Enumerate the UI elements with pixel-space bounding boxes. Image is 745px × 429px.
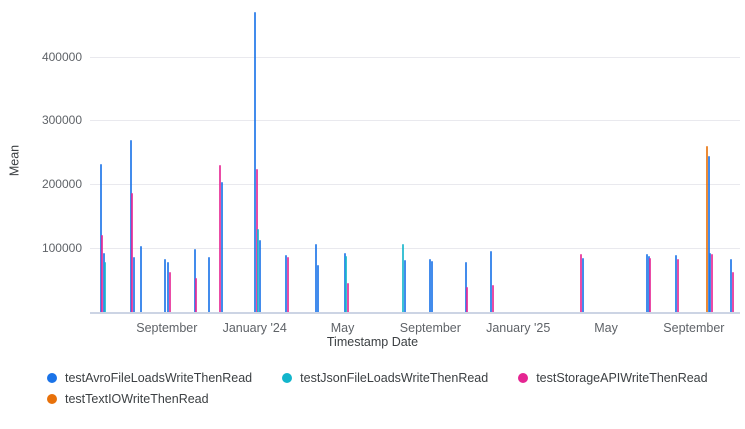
spike-line-avro bbox=[707, 155, 710, 312]
spike-line-avro bbox=[490, 251, 493, 312]
spike-line-storage bbox=[491, 285, 494, 312]
spike-line-avro bbox=[139, 245, 142, 312]
gridline bbox=[90, 248, 740, 250]
spike-line-json bbox=[104, 261, 107, 312]
legend-dot-storage-icon bbox=[518, 373, 529, 383]
spike-line-avro bbox=[207, 257, 210, 312]
spike-line-avro bbox=[285, 255, 288, 312]
spike-line-avro bbox=[581, 258, 584, 312]
spike-line-json bbox=[257, 228, 260, 312]
plot-area[interactable] bbox=[90, 10, 740, 314]
spike-line-json bbox=[402, 243, 405, 312]
legend-dot-avro-icon bbox=[47, 373, 57, 383]
legend-label-avro: testAvroFileLoadsWriteThenRead bbox=[65, 371, 253, 385]
spike-line-avro bbox=[429, 259, 432, 312]
spike-line-avro bbox=[132, 257, 135, 312]
legend-item-json[interactable]: testJsonFileLoadsWriteThenRead bbox=[282, 371, 488, 385]
legend-item-storage[interactable]: testStorageAPIWriteThenRead bbox=[518, 371, 708, 385]
spike-line-avro bbox=[254, 11, 257, 312]
legend-item-avro[interactable]: testAvroFileLoadsWriteThenRead bbox=[47, 371, 252, 385]
spike-line-avro bbox=[220, 182, 223, 312]
x-axis-tick-label: May bbox=[330, 321, 355, 335]
spike-line-storage bbox=[131, 192, 134, 312]
spike-line-storage bbox=[101, 234, 104, 312]
spike-line-avro bbox=[464, 261, 467, 312]
x-axis-tick-label: January '24 bbox=[222, 321, 287, 335]
legend-item-textio[interactable]: testTextIOWriteThenRead bbox=[47, 392, 209, 406]
spike-line-avro bbox=[99, 163, 102, 312]
spike-line-avro bbox=[730, 259, 733, 312]
x-axis-tick-label: September bbox=[136, 321, 198, 335]
spike-line-avro bbox=[163, 259, 166, 312]
spike-line-avro bbox=[167, 261, 170, 312]
gridline bbox=[90, 184, 740, 186]
spike-line-avro bbox=[675, 255, 678, 312]
legend: testAvroFileLoadsWriteThenRead testJsonF… bbox=[47, 371, 737, 406]
spike-line-avro bbox=[343, 253, 346, 312]
x-axis-tick-label: September bbox=[663, 321, 725, 335]
spike-line-avro bbox=[258, 239, 261, 312]
spike-line-storage bbox=[286, 257, 289, 312]
gridline bbox=[90, 120, 740, 122]
x-axis-tick-label: May bbox=[594, 321, 618, 335]
spike-line-avro bbox=[316, 264, 319, 312]
spike-line-storage bbox=[195, 278, 198, 312]
spike-line-storage bbox=[346, 282, 349, 312]
spike-line-avro bbox=[102, 252, 105, 312]
legend-dot-json-icon bbox=[282, 373, 293, 383]
y-axis-tick-label: 200000 bbox=[41, 177, 82, 192]
spike-line-storage bbox=[649, 258, 652, 312]
y-axis-tick-label: 300000 bbox=[41, 113, 82, 128]
legend-label-textio: testTextIOWriteThenRead bbox=[65, 392, 209, 406]
spike-line-avro bbox=[647, 255, 650, 312]
spike-line-textio bbox=[706, 145, 709, 312]
x-axis-tick-label: January '25 bbox=[486, 321, 551, 335]
spike-line-storage bbox=[710, 253, 713, 312]
spike-line-storage bbox=[168, 272, 171, 312]
legend-label-storage: testStorageAPIWriteThenRead bbox=[536, 371, 708, 385]
spike-line-storage bbox=[580, 253, 583, 312]
x-axis-tick-label: September bbox=[399, 321, 461, 335]
spike-line-json bbox=[345, 256, 348, 312]
spike-line-avro bbox=[709, 253, 712, 312]
spike-line-avro bbox=[430, 260, 433, 312]
legend-label-json: testJsonFileLoadsWriteThenRead bbox=[300, 371, 489, 385]
spike-line-storage bbox=[219, 164, 222, 312]
y-axis-tick-label: 400000 bbox=[41, 49, 82, 64]
y-axis-tick-label: 100000 bbox=[41, 241, 82, 256]
x-axis-title: Timestamp Date bbox=[326, 335, 419, 349]
gridline bbox=[90, 56, 740, 58]
legend-dot-textio-icon bbox=[47, 394, 57, 404]
spike-line-storage bbox=[466, 287, 468, 312]
spike-line-avro bbox=[315, 244, 318, 312]
spike-line-storage bbox=[676, 259, 679, 312]
spike-line-avro bbox=[129, 140, 132, 312]
spike-line-avro bbox=[403, 259, 406, 312]
spike-line-avro bbox=[193, 248, 196, 312]
spike-line-storage bbox=[255, 168, 258, 312]
y-axis-title: Mean bbox=[7, 144, 22, 177]
spike-line-storage bbox=[731, 271, 734, 312]
spike-line-avro bbox=[646, 253, 649, 312]
